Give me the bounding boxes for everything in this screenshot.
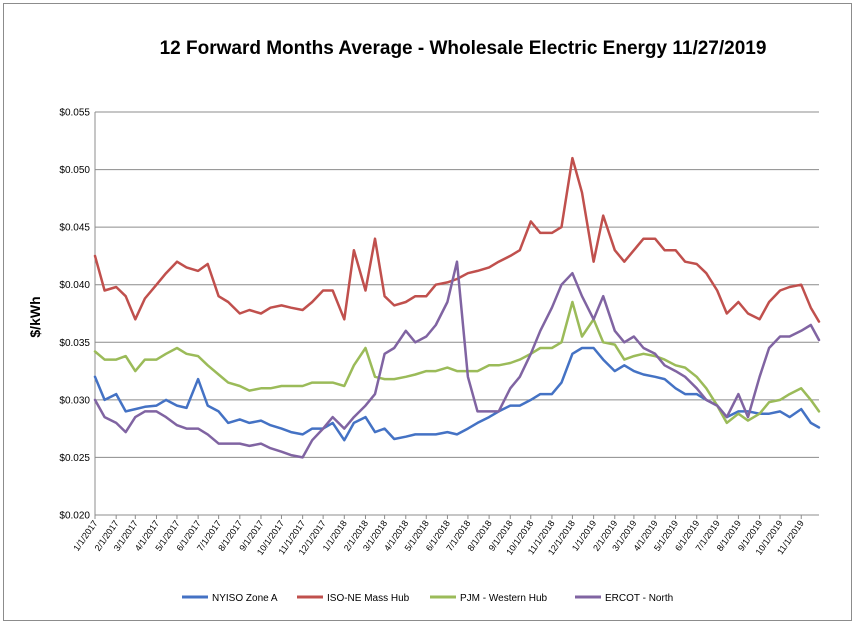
legend-label: PJM - Western Hub [460, 593, 547, 604]
series-line-nyiso-zone-a [93, 346, 821, 442]
y-tick-label: $0.020 [59, 511, 90, 522]
series-line-iso-ne-mass-hub [93, 156, 821, 323]
y-tick-label: $0.055 [59, 108, 90, 119]
y-tick-label: $0.025 [59, 453, 90, 464]
series-line-ercot-north [93, 260, 821, 459]
y-tick-label: $0.040 [59, 280, 90, 291]
y-tick-label: $0.030 [59, 395, 90, 406]
series-line-pjm-western-hub [93, 300, 821, 425]
legend-label: ISO-NE Mass Hub [327, 593, 410, 604]
y-tick-label: $0.050 [59, 165, 90, 176]
legend-label: NYISO Zone A [212, 593, 278, 604]
chart-title: 12 Forward Months Average - Wholesale El… [160, 38, 767, 59]
plot-area: $0.020 $0.025 $0.030 $0.035 $0.040 $0.045 $0.0… [59, 108, 821, 557]
legend-label: ERCOT - North [605, 593, 673, 604]
y-tick-label: $0.035 [59, 338, 90, 349]
y-tick-label: $0.045 [59, 223, 90, 234]
legend: NYISO Zone A ISO-NE Mass Hub PJM - Western… [182, 593, 673, 604]
chart-frame [3, 3, 852, 621]
y-axis-label: $/kWh [27, 296, 43, 337]
